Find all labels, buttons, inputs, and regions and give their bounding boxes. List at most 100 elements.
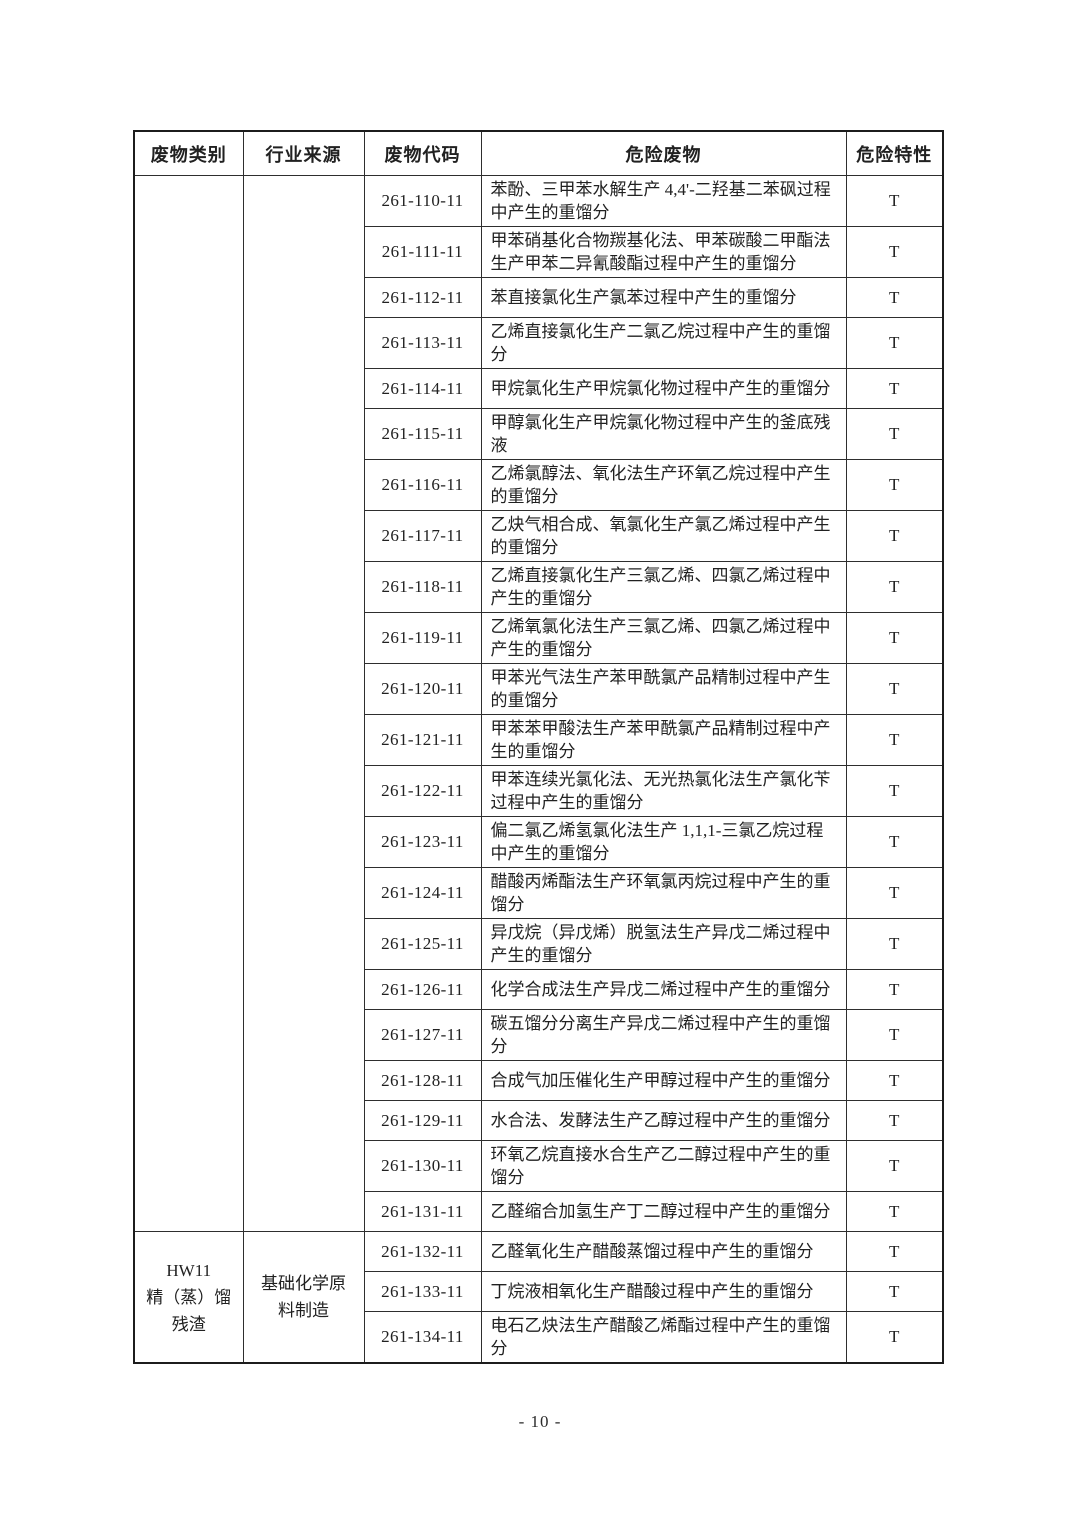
hazardous-waste-cell: 偏二氯乙烯氢氯化法生产 1,1,1-三氯乙烷过程中产生的重馏分 — [480, 816, 847, 868]
table-body: 261-110-11 苯酚、三甲苯水解生产 4,4'-二羟基二苯砜过程中产生的重馏… — [133, 175, 944, 1364]
hazardous-waste-cell: 醋酸丙烯酯法生产环氧氯丙烷过程中产生的重馏分 — [480, 867, 847, 919]
hazard-trait-cell: T — [845, 612, 944, 664]
waste-code-cell: 261-130-11 — [363, 1140, 482, 1192]
waste-code-cell: 261-126-11 — [363, 969, 482, 1010]
hazardous-waste-cell: 乙烯氯醇法、氧化法生产环氧乙烷过程中产生的重馏分 — [480, 459, 847, 511]
waste-code-cell: 261-116-11 — [363, 459, 482, 511]
table-row: 261-133-11 丁烷液相氧化生产醋酸过程中产生的重馏分 T — [134, 1271, 944, 1312]
hazard-trait-cell: T — [845, 1100, 944, 1141]
column-header: 危险废物 — [480, 130, 847, 176]
waste-code-cell: 261-134-11 — [363, 1311, 482, 1364]
hazard-trait-cell: T — [845, 459, 944, 511]
hazard-trait-cell: T — [845, 1060, 944, 1101]
table-row: 261-120-11 甲苯光气法生产苯甲酰氯产品精制过程中产生的重馏分 T — [134, 663, 944, 715]
hazardous-waste-cell: 电石乙炔法生产醋酸乙烯酯过程中产生的重馏分 — [480, 1311, 847, 1364]
column-header: 危险特性 — [845, 130, 944, 176]
table-row: 261-118-11 乙烯直接氯化生产三氯乙烯、四氯乙烯过程中产生的重馏分 T — [134, 561, 944, 613]
hazard-trait-cell: T — [845, 969, 944, 1010]
hazard-trait-cell: T — [845, 663, 944, 715]
table-row: HW11 精（蒸）馏残渣 基础化学原料制造 261-132-11 乙醛氧化生产醋酸蒸馏… — [133, 1231, 944, 1364]
hazard-trait-cell: T — [845, 226, 944, 278]
hazardous-waste-cell: 乙醛氧化生产醋酸蒸馏过程中产生的重馏分 — [480, 1231, 847, 1272]
industry-source-cell — [242, 175, 365, 1232]
table-header-row: 废物类别 行业来源 废物代码 危险废物 危险特性 — [133, 130, 944, 176]
column-header: 废物代码 — [363, 130, 482, 176]
waste-category-cell — [133, 175, 244, 1232]
hazardous-waste-cell: 甲苯光气法生产苯甲酰氯产品精制过程中产生的重馏分 — [480, 663, 847, 715]
hazardous-waste-cell: 化学合成法生产异戊二烯过程中产生的重馏分 — [480, 969, 847, 1010]
hazardous-waste-cell: 合成气加压催化生产甲醇过程中产生的重馏分 — [480, 1060, 847, 1101]
hazard-trait-cell: T — [845, 561, 944, 613]
table-row: 261-119-11 乙烯氧氯化法生产三氯乙烯、四氯乙烯过程中产生的重馏分 T — [134, 612, 944, 664]
hazard-trait-cell: T — [845, 510, 944, 562]
table-row: 261-134-11 电石乙炔法生产醋酸乙烯酯过程中产生的重馏分 T — [134, 1311, 944, 1364]
hazardous-waste-cell: 甲醇氯化生产甲烷氯化物过程中产生的釜底残液 — [480, 408, 847, 460]
hazard-trait-cell: T — [845, 918, 944, 970]
table-row: 261-126-11 化学合成法生产异戊二烯过程中产生的重馏分 T — [134, 969, 944, 1010]
waste-code-cell: 261-124-11 — [363, 867, 482, 919]
hazard-trait-cell: T — [845, 317, 944, 369]
hazardous-waste-table: 废物类别 行业来源 废物代码 危险废物 危险特性 261-110-11 苯酚、三甲苯水解生… — [133, 130, 944, 1364]
waste-code-cell: 261-123-11 — [363, 816, 482, 868]
waste-code-cell: 261-115-11 — [363, 408, 482, 460]
table-row: 261-131-11 乙醛缩合加氢生产丁二醇过程中产生的重馏分 T — [134, 1191, 944, 1232]
waste-code-cell: 261-125-11 — [363, 918, 482, 970]
hazardous-waste-cell: 异戊烷（异戊烯）脱氢法生产异戊二烯过程中产生的重馏分 — [480, 918, 847, 970]
hazardous-waste-cell: 乙醛缩合加氢生产丁二醇过程中产生的重馏分 — [480, 1191, 847, 1232]
waste-code-cell: 261-112-11 — [363, 277, 482, 318]
hazard-trait-cell: T — [845, 765, 944, 817]
hazardous-waste-cell: 甲苯连续光氯化法、无光热氯化法生产氯化苄过程中产生的重馏分 — [480, 765, 847, 817]
table-row: 261-121-11 甲苯苯甲酸法生产苯甲酰氯产品精制过程中产生的重馏分 T — [134, 714, 944, 766]
hazard-trait-cell: T — [845, 1271, 944, 1312]
column-header: 行业来源 — [242, 130, 365, 176]
waste-code-cell: 261-119-11 — [363, 612, 482, 664]
table-row: 261-113-11 乙烯直接氯化生产二氯乙烷过程中产生的重馏分 T — [134, 317, 944, 369]
waste-code-cell: 261-118-11 — [363, 561, 482, 613]
hazard-trait-cell: T — [845, 1191, 944, 1232]
table-row: 261-127-11 碳五馏分分离生产异戊二烯过程中产生的重馏分 T — [134, 1009, 944, 1061]
table-row: 261-123-11 偏二氯乙烯氢氯化法生产 1,1,1-三氯乙烷过程中产生的重馏… — [134, 816, 944, 868]
hazard-trait-cell: T — [845, 277, 944, 318]
waste-code-cell: 261-111-11 — [363, 226, 482, 278]
hazardous-waste-cell: 水合法、发酵法生产乙醇过程中产生的重馏分 — [480, 1100, 847, 1141]
hazard-trait-cell: T — [845, 1009, 944, 1061]
waste-code-cell: 261-120-11 — [363, 663, 482, 715]
hazardous-waste-cell: 苯直接氯化生产氯苯过程中产生的重馏分 — [480, 277, 847, 318]
hazardous-waste-cell: 乙烯氧氯化法生产三氯乙烯、四氯乙烯过程中产生的重馏分 — [480, 612, 847, 664]
waste-code-cell: 261-117-11 — [363, 510, 482, 562]
hazard-trait-cell: T — [845, 175, 944, 227]
table-row: 261-129-11 水合法、发酵法生产乙醇过程中产生的重馏分 T — [134, 1100, 944, 1141]
hazardous-waste-cell: 甲苯硝基化合物羰基化法、甲苯碳酸二甲酯法生产甲苯二异氰酸酯过程中产生的重馏分 — [480, 226, 847, 278]
hazard-trait-cell: T — [845, 867, 944, 919]
table-row: 261-110-11 苯酚、三甲苯水解生产 4,4'-二羟基二苯砜过程中产生的重馏… — [133, 175, 944, 1232]
table-row: 261-111-11 甲苯硝基化合物羰基化法、甲苯碳酸二甲酯法生产甲苯二异氰酸酯过… — [134, 226, 944, 278]
table-row: 261-128-11 合成气加压催化生产甲醇过程中产生的重馏分 T — [134, 1060, 944, 1101]
waste-code-cell: 261-133-11 — [363, 1271, 482, 1312]
hazardous-waste-cell: 苯酚、三甲苯水解生产 4,4'-二羟基二苯砜过程中产生的重馏分 — [480, 175, 847, 227]
hazard-trait-cell: T — [845, 816, 944, 868]
waste-code-cell: 261-122-11 — [363, 765, 482, 817]
waste-code-cell: 261-132-11 — [363, 1231, 482, 1272]
hazard-trait-cell: T — [845, 1311, 944, 1364]
hazardous-waste-cell: 乙烯直接氯化生产三氯乙烯、四氯乙烯过程中产生的重馏分 — [480, 561, 847, 613]
waste-code-cell: 261-121-11 — [363, 714, 482, 766]
table-row: 261-116-11 乙烯氯醇法、氧化法生产环氧乙烷过程中产生的重馏分 T — [134, 459, 944, 511]
table-row: 261-125-11 异戊烷（异戊烯）脱氢法生产异戊二烯过程中产生的重馏分 T — [134, 918, 944, 970]
hazardous-waste-cell: 乙炔气相合成、氧氯化生产氯乙烯过程中产生的重馏分 — [480, 510, 847, 562]
page-number: - 10 - — [518, 1412, 562, 1431]
waste-code-cell: 261-113-11 — [363, 317, 482, 369]
waste-code-cell: 261-129-11 — [363, 1100, 482, 1141]
hazardous-waste-cell: 甲苯苯甲酸法生产苯甲酰氯产品精制过程中产生的重馏分 — [480, 714, 847, 766]
hazard-trait-cell: T — [845, 1231, 944, 1272]
hazardous-waste-cell: 丁烷液相氧化生产醋酸过程中产生的重馏分 — [480, 1271, 847, 1312]
hazard-trait-cell: T — [845, 408, 944, 460]
hazard-trait-cell: T — [845, 714, 944, 766]
hazard-trait-cell: T — [845, 1140, 944, 1192]
waste-code-cell: 261-131-11 — [363, 1191, 482, 1232]
industry-source-cell: 基础化学原料制造 — [242, 1231, 365, 1364]
table-row: 261-124-11 醋酸丙烯酯法生产环氧氯丙烷过程中产生的重馏分 T — [134, 867, 944, 919]
column-header: 废物类别 — [133, 130, 244, 176]
hazardous-waste-cell: 环氧乙烷直接水合生产乙二醇过程中产生的重馏分 — [480, 1140, 847, 1192]
hazardous-waste-cell: 乙烯直接氯化生产二氯乙烷过程中产生的重馏分 — [480, 317, 847, 369]
